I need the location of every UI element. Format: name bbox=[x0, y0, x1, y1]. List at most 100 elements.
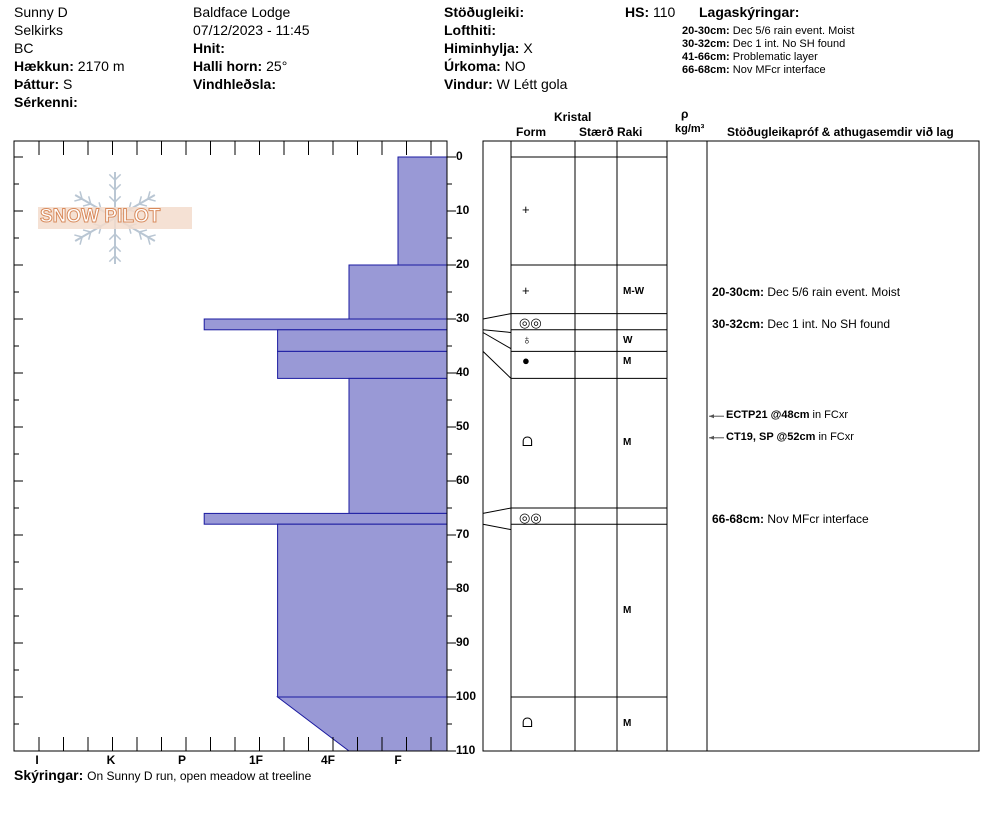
datetime: 07/12/2023 - 11:45 bbox=[193, 22, 310, 38]
grain-form-symbol: ● bbox=[522, 353, 530, 369]
layer-connector bbox=[482, 351, 512, 379]
snowpilot-logo-text: SNOW PILOT bbox=[39, 206, 161, 228]
hardness-bar bbox=[203, 512, 448, 525]
moisture-label: M-W bbox=[623, 286, 645, 297]
depth-tick-label: 0 bbox=[456, 149, 463, 163]
depth-tick-label: 110 bbox=[456, 743, 476, 757]
depth-tick-label: 80 bbox=[456, 581, 470, 595]
hardness-bar bbox=[348, 377, 448, 514]
snowflake-branch bbox=[82, 229, 91, 233]
snowflake-branch bbox=[87, 196, 92, 205]
snowflake-branch bbox=[74, 234, 83, 238]
precip: Úrkoma: NO bbox=[444, 58, 526, 74]
density-header: kg/m³ bbox=[675, 123, 705, 135]
test-arrow-head bbox=[709, 414, 714, 419]
layer-note: 20-30cm: Dec 5/6 rain event. Moist bbox=[682, 25, 855, 37]
snowflake-branch bbox=[114, 195, 122, 203]
snowflake-branch bbox=[108, 255, 116, 263]
snowflake-branch bbox=[108, 183, 116, 191]
sky: Himinhylja: X bbox=[444, 40, 533, 56]
footer: Skýringar: On Sunny D run, open meadow a… bbox=[14, 767, 312, 783]
snowflake-branch bbox=[114, 233, 122, 241]
snowflake-branch bbox=[147, 191, 151, 200]
grain-form-symbol: ᗝ bbox=[522, 434, 533, 450]
test-arrow-head bbox=[709, 435, 714, 440]
features: Sérkenni: bbox=[14, 94, 78, 110]
snowflake-branch bbox=[114, 245, 122, 253]
snowflake-branch bbox=[114, 255, 122, 263]
snowflake-branch bbox=[82, 203, 91, 207]
depth-tick-label: 90 bbox=[456, 635, 470, 649]
snowflake-branch bbox=[87, 231, 92, 240]
range: Selkirks bbox=[14, 22, 64, 38]
rho-header: ρ bbox=[681, 107, 689, 121]
table-frame bbox=[482, 140, 980, 752]
hardness-bar bbox=[397, 156, 448, 266]
stability-test: ECTP21 @48cm in FCxr bbox=[726, 409, 848, 422]
depth-tick-label: 70 bbox=[456, 527, 470, 541]
coords: Hnit: bbox=[193, 40, 225, 56]
location: Sunny D bbox=[14, 4, 68, 20]
moisture-label: M bbox=[623, 604, 632, 616]
snowflake-branch bbox=[108, 195, 116, 203]
grain-form-symbol: ◎◎ bbox=[519, 509, 542, 525]
layer-connector bbox=[482, 332, 512, 350]
depth-tick-label: 100 bbox=[456, 689, 477, 703]
snowflake-branch bbox=[74, 198, 83, 202]
elevation: Hækkun: 2170 m bbox=[14, 58, 125, 74]
depth-tick-label: 20 bbox=[456, 257, 470, 271]
depth-tick-label: 10 bbox=[456, 203, 470, 217]
wind: Vindur: W Létt gola bbox=[444, 76, 568, 92]
hardness-tick-label: I bbox=[35, 753, 39, 767]
layer-connector bbox=[482, 329, 512, 333]
layer-comment: 30-32cm: Dec 1 int. No SH found bbox=[712, 317, 891, 332]
snowflake-branch bbox=[147, 234, 156, 238]
grain-form-symbol: ◎◎ bbox=[519, 315, 542, 331]
grain-form-symbol: ᗝ bbox=[522, 715, 533, 730]
province: BC bbox=[14, 40, 34, 56]
air-temp: Lofthiti: bbox=[444, 22, 497, 38]
snowflake-branch bbox=[114, 173, 122, 181]
snowflake-branch bbox=[79, 191, 83, 200]
snowflake-branch bbox=[147, 236, 151, 245]
logo-banner bbox=[38, 207, 192, 229]
hardness-bar bbox=[277, 523, 448, 698]
layer-connector bbox=[482, 507, 512, 514]
hardness-tick-label: 1F bbox=[248, 753, 264, 767]
stability-test: CT19, SP @52cm in FCxr bbox=[726, 430, 854, 443]
moisture-label: W bbox=[623, 334, 633, 346]
snowflake-branch bbox=[108, 233, 116, 241]
grain-form-symbol: + bbox=[522, 283, 530, 298]
operation: Baldface Lodge bbox=[193, 4, 291, 20]
snowflake-branch bbox=[79, 236, 83, 245]
hardness-tick-label: 4F bbox=[320, 753, 336, 767]
snowflake-logo-icon bbox=[38, 172, 192, 264]
hardness-bar bbox=[203, 318, 448, 331]
layer-note: 30-32cm: Dec 1 int. No SH found bbox=[682, 38, 846, 50]
hardness-bar bbox=[348, 264, 448, 320]
hardness-tick-label: F bbox=[394, 753, 402, 767]
layer-comment: 20-30cm: Dec 5/6 rain event. Moist bbox=[712, 285, 901, 299]
depth-tick-label: 40 bbox=[456, 365, 470, 379]
stability: Stöðugleiki: bbox=[444, 4, 525, 20]
snowflake-branch bbox=[139, 203, 148, 207]
layers-title: Lagaskýringar: bbox=[699, 4, 800, 20]
depth-tick-label: 50 bbox=[456, 419, 470, 433]
snowflake-branch bbox=[139, 229, 148, 233]
kristal-header: Kristal bbox=[554, 110, 592, 124]
snowflake-branch bbox=[114, 183, 122, 191]
hardness-tick-label: K bbox=[106, 753, 116, 767]
grain-form-symbol: + bbox=[522, 202, 530, 217]
moisture-header: Raki bbox=[617, 125, 643, 139]
grain-form-symbol: ♁ bbox=[522, 331, 532, 347]
size-header: Stærð bbox=[579, 125, 614, 139]
layer-connector bbox=[482, 313, 512, 320]
hardness-bar bbox=[276, 696, 448, 752]
hs: HS: 110 bbox=[625, 4, 676, 20]
moisture-label: M bbox=[623, 356, 632, 368]
snowflake-branch bbox=[108, 173, 116, 181]
layer-comment: 66-68cm: Nov MFcr interface bbox=[712, 511, 869, 526]
hardness-bar bbox=[277, 350, 448, 379]
aspect: Þáttur: S bbox=[14, 76, 73, 92]
